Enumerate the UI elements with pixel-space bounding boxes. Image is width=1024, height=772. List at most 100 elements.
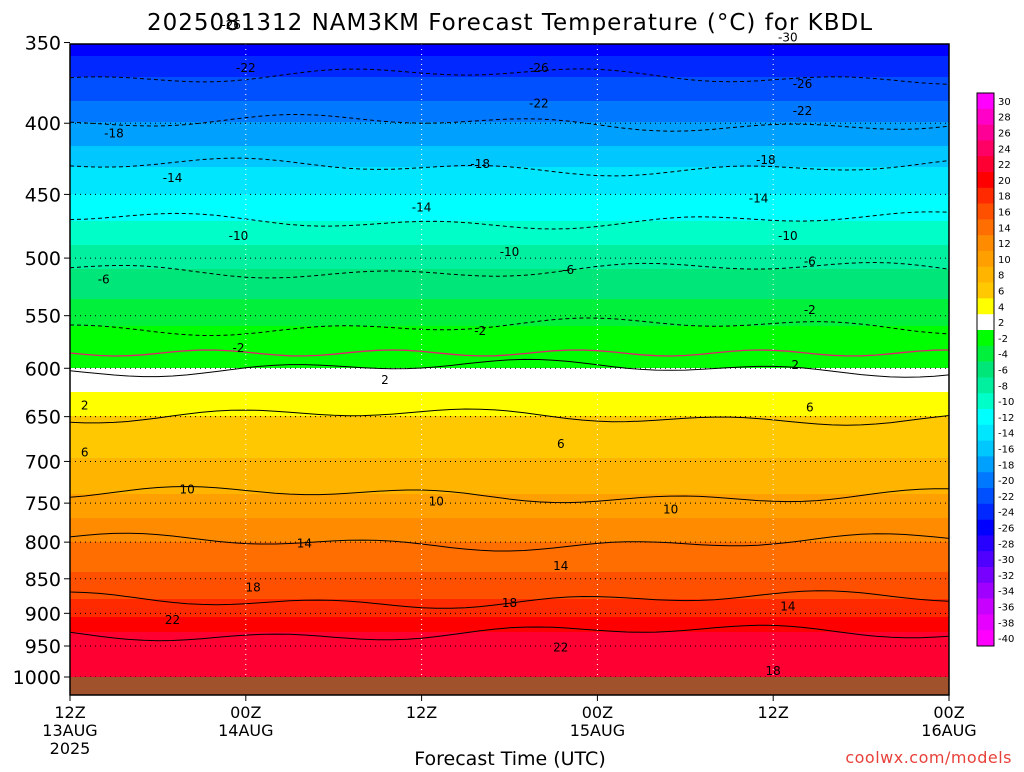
y-tick-label: 450: [25, 184, 61, 206]
colorbar-cell: [977, 598, 994, 615]
band-strip: [70, 569, 949, 573]
band-strip: [70, 230, 949, 234]
band-strip: [70, 284, 949, 288]
colorbar-cell: [977, 203, 994, 220]
contour-label: -2: [232, 341, 244, 355]
band-strip: [70, 578, 949, 582]
band-strip: [70, 542, 949, 546]
band-strip: [70, 539, 949, 543]
band-strip: [70, 398, 949, 402]
band-strip: [70, 125, 949, 129]
band-strip: [70, 647, 949, 651]
band-strip: [70, 101, 949, 105]
isotherm-line: [70, 0, 949, 3]
band-strip: [70, 458, 949, 462]
band-strip: [70, 611, 949, 615]
band-strip: [70, 389, 949, 393]
colorbar-frame: [976, 92, 995, 647]
band-strip: [70, 299, 949, 303]
band-strip: [70, 464, 949, 468]
band-strip: [70, 536, 949, 540]
band-strip: [70, 158, 949, 162]
colorbar-label: -24: [998, 508, 1014, 519]
band-strip: [70, 560, 949, 564]
band-strip: [70, 623, 949, 627]
band-strip: [70, 641, 949, 645]
colorbar-cell: [977, 298, 994, 315]
band-strip: [70, 254, 949, 258]
band-strip: [70, 251, 949, 255]
band-strip: [70, 155, 949, 159]
colorbar-cell: [977, 614, 994, 631]
colorbar-cell: [977, 472, 994, 489]
band-strip: [70, 593, 949, 597]
x-tick-label: 00Z: [582, 703, 613, 722]
band-strip: [70, 425, 949, 429]
terrain-strip: [70, 677, 949, 695]
band-strip: [70, 530, 949, 534]
colorbar-cell: [977, 266, 994, 283]
contour-label: -10: [229, 229, 249, 243]
band-strip: [70, 356, 949, 360]
colorbar-cell: [977, 108, 994, 125]
contour-label: 22: [165, 613, 180, 627]
band-strip: [70, 278, 949, 282]
colorbar-cell: [977, 535, 994, 552]
band-strip: [70, 386, 949, 390]
band-strip: [70, 80, 949, 84]
colorbar-cell: [977, 140, 994, 157]
band-strip: [70, 428, 949, 432]
contour-label: -22: [236, 61, 256, 75]
y-tick-label: 700: [25, 451, 61, 473]
band-strip: [70, 182, 949, 186]
contour-label: -10: [778, 229, 798, 243]
band-strip: [70, 491, 949, 495]
band-strip: [70, 545, 949, 549]
band-strip: [70, 110, 949, 114]
y-tick-label: 650: [25, 407, 61, 429]
colorbar-label: 2: [998, 318, 1004, 329]
band-strip: [70, 239, 949, 243]
band-strip: [70, 203, 949, 207]
isotherm-line: [70, 624, 949, 642]
band-strip: [70, 584, 949, 588]
band-strip: [70, 392, 949, 396]
band-strip: [70, 473, 949, 477]
band-strip: [70, 419, 949, 423]
y-tick-label: 600: [25, 358, 61, 380]
colorbar-label: -16: [998, 445, 1014, 456]
band-strip: [70, 200, 949, 204]
colorbar-cell: [977, 567, 994, 584]
contour-label: -26: [529, 61, 549, 75]
band-strip: [70, 188, 949, 192]
band-strip: [70, 113, 949, 117]
colorbar-label: -30: [998, 555, 1014, 566]
contour-label: -2: [804, 303, 816, 317]
plot-frame: [69, 43, 950, 696]
band-strip: [70, 596, 949, 600]
colorbar-cell: [977, 440, 994, 457]
band-strip: [70, 173, 949, 177]
contour-label: -6: [562, 263, 574, 277]
band-strip: [70, 551, 949, 555]
band-strip: [70, 506, 949, 510]
band-strip: [70, 83, 949, 87]
colorbar-label: -18: [998, 460, 1014, 471]
colorbar-cell: [977, 219, 994, 236]
band-strip: [70, 599, 949, 603]
band-strip: [70, 575, 949, 579]
band-strip: [70, 338, 949, 342]
band-strip: [70, 263, 949, 267]
band-strip: [70, 437, 949, 441]
band-strip: [70, 245, 949, 249]
band-strip: [70, 344, 949, 348]
isotherm-line: [70, 408, 949, 426]
x-tick-label: 2025: [50, 739, 91, 758]
x-axis-label: Forecast Time (UTC): [414, 748, 605, 768]
colorbar-cell: [977, 172, 994, 189]
colorbar-label: 16: [998, 208, 1011, 219]
band-strip: [70, 371, 949, 375]
band-strip: [70, 167, 949, 171]
band-strip: [70, 275, 949, 279]
